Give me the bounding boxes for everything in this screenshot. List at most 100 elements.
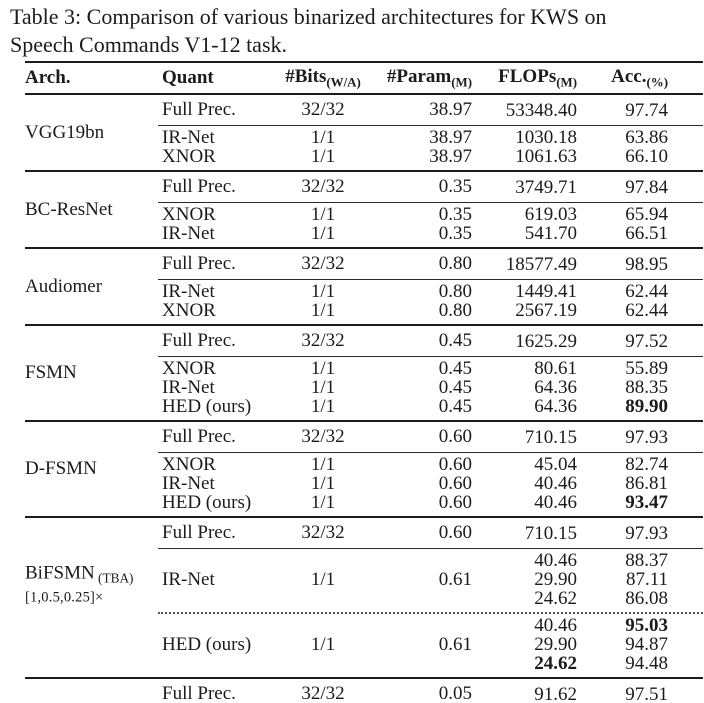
cell-flops: 710.15 bbox=[478, 428, 584, 447]
method-rows-block: IR-Net 1/1 0.80 1449.41 62.44 XNOR 1/1 0.80 2567… bbox=[158, 280, 703, 324]
cell-param: 0.80 bbox=[438, 253, 472, 274]
cell-flops-value: 64.36 bbox=[534, 377, 577, 398]
cell-acc-value: 86.08 bbox=[625, 588, 668, 609]
method-rows-block: IR-Net 1/1 38.97 1030.18 63.86 XNOR 1/1 38.97 10… bbox=[158, 126, 703, 170]
arch-name: BC-ResNet bbox=[25, 198, 113, 220]
cell-quant: XNOR bbox=[162, 358, 216, 379]
table-row: Full Prec. 32/32 0.45 1625.29 97.52 bbox=[158, 326, 703, 356]
cell-param: 0.45 bbox=[438, 358, 472, 379]
table-row: XNOR 1/1 0.35 619.03 65.94 bbox=[158, 205, 703, 224]
cell-acc-value: 97.51 bbox=[625, 683, 668, 703]
cell-flops-value: 29.90 bbox=[534, 634, 577, 655]
cell-acc-value: 97.52 bbox=[625, 330, 668, 352]
cell-flops-value: 710.15 bbox=[524, 522, 577, 544]
cell-flops: 64.36 bbox=[478, 378, 584, 397]
separator-rule bbox=[158, 452, 703, 453]
cell-quant: HED (ours) bbox=[162, 634, 252, 655]
cell-flops: 80.61 bbox=[478, 359, 584, 378]
table-section: D-FSMN Full Prec. 32/32 0.60 710.15 97.93 XNOR… bbox=[25, 422, 703, 518]
cell-bits: 32/32 bbox=[301, 330, 345, 351]
table-header-row: Arch. Quant #Bits(W/A) #Param(M) FLOPs(M… bbox=[25, 61, 703, 95]
cell-bits: 32/32 bbox=[301, 253, 345, 274]
arch-name: BiFSMN bbox=[25, 562, 95, 584]
separator-rule bbox=[158, 548, 703, 549]
cell-acc: 93.47 bbox=[584, 493, 668, 512]
cell-acc-value: 97.74 bbox=[625, 99, 668, 121]
table-row: HED (ours) 1/1 0.45 64.36 89.90 bbox=[158, 397, 703, 416]
cell-acc-value: 82.74 bbox=[625, 454, 668, 475]
cell-bits: 1/1 bbox=[310, 281, 336, 302]
cell-flops-value: 1030.18 bbox=[515, 127, 577, 148]
cell-quant: Full Prec. bbox=[162, 522, 236, 543]
cell-flops: 45.04 bbox=[478, 455, 584, 474]
table-row: Full Prec. 32/32 0.05 91.62 97.51 bbox=[158, 679, 703, 703]
cell-bits: 32/32 bbox=[301, 522, 345, 543]
cell-bits: 1/1 bbox=[310, 569, 336, 590]
cell-acc: 97.74 bbox=[584, 101, 668, 120]
cell-flops: 541.70 bbox=[478, 224, 584, 243]
cell-acc-value: 95.03 bbox=[625, 615, 668, 636]
cell-param: 0.60 bbox=[438, 426, 472, 447]
cell-quant: Full Prec. bbox=[162, 426, 236, 447]
arch-name: FSMN bbox=[25, 362, 77, 383]
table-body: VGG19bn Full Prec. 32/32 38.97 53348.40 97.74… bbox=[25, 95, 703, 703]
cell-acc-value: 87.11 bbox=[625, 569, 668, 590]
table-row: Full Prec. 32/32 0.35 3749.71 97.84 bbox=[158, 172, 703, 202]
table-row: Full Prec. 32/32 0.80 18577.49 98.95 bbox=[158, 249, 703, 279]
cell-flops: 2567.19 bbox=[478, 301, 584, 320]
table-row: HED (ours) 1/1 0.60 40.46 93.47 bbox=[158, 493, 703, 512]
cell-flops: 1030.18 bbox=[478, 128, 584, 147]
cell-acc-value: 63.86 bbox=[625, 127, 668, 148]
col-header-flops: FLOPs(M) bbox=[498, 65, 577, 90]
cell-bits: 1/1 bbox=[310, 396, 336, 417]
table-row: Full Prec. 32/32 0.60 710.15 97.93 bbox=[158, 422, 703, 452]
section-rows: Full Prec. 32/32 0.60 710.15 97.93 IR-Net 1/1 0… bbox=[158, 518, 703, 677]
cell-acc-value: 86.81 bbox=[625, 473, 668, 494]
cell-flops-value: 53348.40 bbox=[505, 99, 577, 121]
cell-flops-value: 2567.19 bbox=[515, 300, 577, 321]
cell-bits: 32/32 bbox=[301, 99, 345, 120]
cell-param: 38.97 bbox=[429, 146, 472, 167]
cell-flops: 18577.49 bbox=[478, 255, 584, 274]
section-rows: Full Prec. 32/32 0.05 91.62 97.51 bbox=[158, 679, 703, 703]
cell-quant: Full Prec. bbox=[162, 176, 236, 197]
cell-param: 0.45 bbox=[438, 377, 472, 398]
cell-flops-value: 710.15 bbox=[524, 426, 577, 448]
table-row: XNOR 1/1 0.80 2567.19 62.44 bbox=[158, 301, 703, 320]
cell-param: 0.60 bbox=[438, 492, 472, 513]
cell-acc: 97.51 bbox=[584, 685, 668, 703]
cell-acc-value: 88.37 bbox=[625, 550, 668, 571]
table-section: BiFSMN (TBA) [1,0.5,0.25]× Full Prec. 32/32… bbox=[25, 518, 703, 679]
cell-flops: 64.36 bbox=[478, 397, 584, 416]
cell-quant: IR-Net bbox=[162, 569, 215, 590]
separator-rule bbox=[158, 125, 703, 126]
method-rows-block: HED (ours) 1/1 0.61 40.46 29.90 24.62 95.03 94.… bbox=[158, 614, 703, 677]
arch-label: Audiomer bbox=[25, 276, 158, 297]
cell-quant: Full Prec. bbox=[162, 683, 236, 703]
section-rows: Full Prec. 32/32 0.35 3749.71 97.84 XNOR 1/1 0.… bbox=[158, 172, 703, 247]
cell-flops-value: 91.62 bbox=[534, 683, 577, 703]
cell-bits: 32/32 bbox=[301, 683, 345, 703]
cell-flops-value: 18577.49 bbox=[505, 253, 577, 275]
cell-flops: 1625.29 bbox=[478, 332, 584, 351]
col-header-acc: Acc.(%) bbox=[611, 65, 668, 90]
cell-acc: 98.95 bbox=[584, 255, 668, 274]
cell-acc-value: 66.10 bbox=[625, 146, 668, 167]
cell-quant: IR-Net bbox=[162, 223, 215, 244]
cell-param: 0.05 bbox=[438, 683, 472, 703]
cell-acc: 82.74 bbox=[584, 455, 668, 474]
cell-param: 0.45 bbox=[438, 396, 472, 417]
cell-quant: HED (ours) bbox=[162, 492, 252, 513]
cell-acc: 65.94 bbox=[584, 205, 668, 224]
arch-subscript: (TBA) bbox=[94, 569, 134, 585]
table-row: XNOR 1/1 0.45 80.61 55.89 bbox=[158, 359, 703, 378]
separator-rule bbox=[158, 202, 703, 203]
caption-line1: Table 3: Comparison of various binarized… bbox=[10, 4, 607, 29]
cell-acc: 97.93 bbox=[584, 524, 668, 543]
cell-acc: 95.03 94.87 94.48 bbox=[584, 616, 668, 673]
cell-acc: 97.93 bbox=[584, 428, 668, 447]
arch-name: VGG19bn bbox=[25, 121, 105, 143]
cell-flops-value: 1625.29 bbox=[515, 330, 577, 352]
cell-acc-value: 88.35 bbox=[625, 377, 668, 398]
cell-flops-value: 64.36 bbox=[534, 396, 577, 417]
